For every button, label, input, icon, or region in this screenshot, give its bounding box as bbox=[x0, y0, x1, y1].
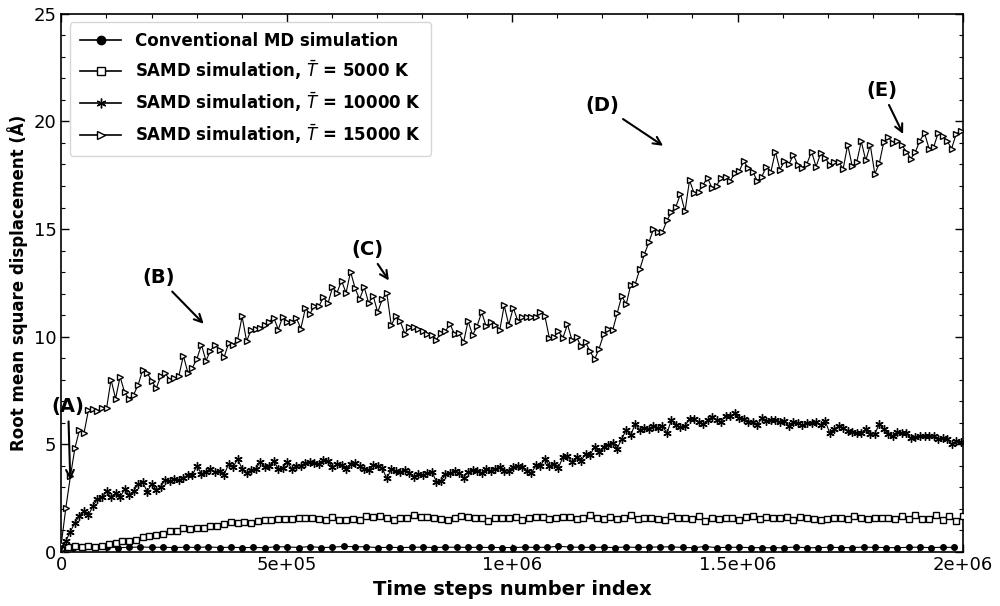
Y-axis label: Root mean square displacement (Å): Root mean square displacement (Å) bbox=[7, 115, 28, 451]
Text: (C): (C) bbox=[352, 240, 388, 279]
Text: (B): (B) bbox=[142, 268, 202, 322]
Text: (A): (A) bbox=[52, 397, 85, 478]
X-axis label: Time steps number index: Time steps number index bbox=[373, 580, 652, 599]
Legend: Conventional MD simulation, SAMD simulation, $\bar{T}$ = 5000 K, SAMD simulation: Conventional MD simulation, SAMD simulat… bbox=[70, 22, 431, 156]
Text: (D): (D) bbox=[585, 96, 661, 144]
Text: (E): (E) bbox=[866, 81, 902, 132]
